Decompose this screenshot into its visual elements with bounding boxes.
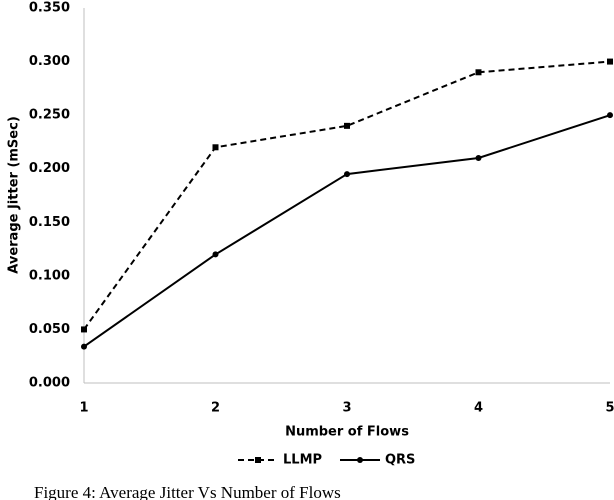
y-tick-label: 0.100 [29,268,70,283]
x-axis-title: Number of Flows [285,425,409,440]
series-line [83,114,611,348]
marker [81,326,87,333]
marker [344,171,350,178]
x-tick-label: 4 [474,401,483,416]
marker [212,144,219,151]
marker [81,343,87,350]
y-tick-label: 0.250 [29,108,70,123]
legend-marker [255,457,261,463]
marker [475,69,482,76]
x-tick-label: 5 [605,401,614,416]
y-tick-label: 0.200 [29,161,70,176]
legend-label: QRS [385,453,415,468]
marker [212,251,219,258]
y-tick-label: 0.050 [29,322,70,337]
x-tick-label: 3 [342,401,351,416]
marker [344,122,350,129]
y-tick-label: 0.300 [29,54,70,69]
marker [607,58,613,65]
y-tick-label: 0.150 [29,215,70,230]
legend-marker [357,457,363,463]
y-tick-label: 0.000 [29,376,70,391]
y-axis-title: Average Jitter (mSec) [7,116,22,274]
marker [607,112,613,119]
x-tick-label: 2 [211,401,220,416]
caption: Figure 4: Average Jitter Vs Number of Fl… [34,483,341,500]
legend-label: LLMP [283,453,322,468]
x-tick-label: 1 [79,401,88,416]
y-tick-label: 0.350 [29,1,70,16]
series-line [83,60,611,331]
marker [475,155,482,161]
